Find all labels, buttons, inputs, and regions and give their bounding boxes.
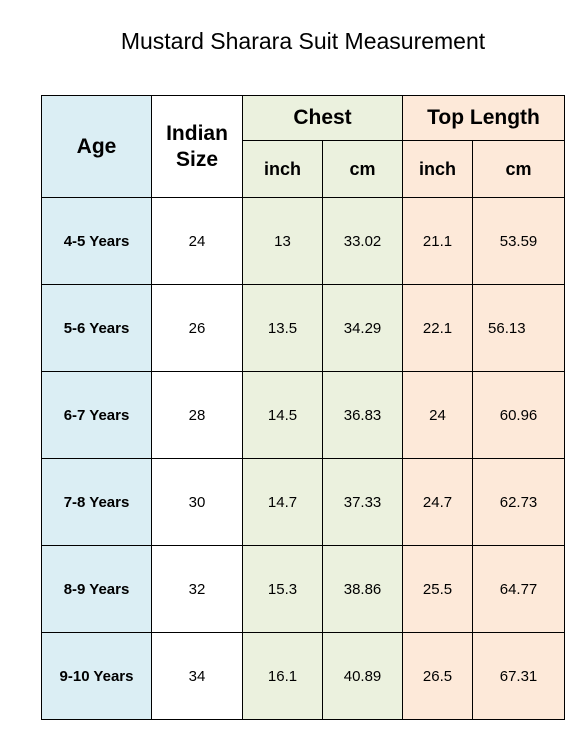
top-cm-cell: 62.73 (472, 458, 566, 546)
page-title: Mustard Sharara Suit Measurement (120, 28, 486, 54)
top-inch-cell: 24.7 (402, 458, 474, 546)
top-cm-cell: 60.96 (472, 371, 566, 459)
chest-inch-cell: 15.3 (242, 545, 323, 633)
chest-cm-cell: 40.89 (321, 632, 404, 720)
table-body: 4-5 Years 24 13 33.02 21.1 53.59 5-6 Yea… (41, 197, 566, 720)
header-age: Age (41, 95, 152, 198)
top-cm-cell: 53.59 (472, 197, 566, 285)
header-chest-inch: inch (242, 140, 323, 198)
age-cell: 5-6 Years (41, 284, 152, 372)
chest-cm-cell: 38.86 (321, 545, 404, 633)
size-cell: 24 (151, 197, 243, 285)
header-indian-size: Indian Size (151, 95, 243, 198)
top-cm-cell: 67.31 (472, 632, 566, 720)
chest-inch-cell: 14.5 (242, 371, 323, 459)
table-row: 9-10 Years 34 16.1 40.89 26.5 67.31 (41, 632, 566, 720)
chest-cm-cell: 37.33 (321, 458, 404, 546)
chest-cm-cell: 33.02 (321, 197, 404, 285)
header-indian-size-label: Indian Size (166, 121, 228, 171)
header-top-inch: inch (402, 140, 474, 198)
size-cell: 32 (151, 545, 243, 633)
header-top-length: Top Length (402, 95, 566, 141)
chest-inch-cell: 16.1 (242, 632, 323, 720)
table-row: 6-7 Years 28 14.5 36.83 24 60.96 (41, 371, 566, 459)
top-inch-cell: 24 (402, 371, 474, 459)
top-inch-cell: 21.1 (402, 197, 474, 285)
age-cell: 8-9 Years (41, 545, 152, 633)
chest-inch-cell: 13 (242, 197, 323, 285)
chest-cm-cell: 36.83 (321, 371, 404, 459)
age-cell: 6-7 Years (41, 371, 152, 459)
table-row: 8-9 Years 32 15.3 38.86 25.5 64.77 (41, 545, 566, 633)
size-chart-table: Age Indian Size Chest Top Length inch cm… (41, 95, 566, 720)
size-cell: 26 (151, 284, 243, 372)
table-row: 5-6 Years 26 13.5 34.29 22.1 56.13 (41, 284, 566, 372)
chest-cm-cell: 34.29 (321, 284, 404, 372)
top-cm-cell: 64.77 (472, 545, 566, 633)
header-chest: Chest (241, 95, 404, 141)
size-cell: 30 (151, 458, 243, 546)
header-top-cm: cm (472, 140, 566, 198)
top-inch-cell: 25.5 (402, 545, 474, 633)
size-cell: 28 (151, 371, 243, 459)
top-cm-cell: 56.13 (472, 284, 566, 372)
table-header: Age Indian Size Chest Top Length inch cm… (41, 95, 566, 198)
header-chest-cm: cm (321, 140, 404, 198)
size-cell: 34 (151, 632, 243, 720)
age-cell: 7-8 Years (41, 458, 152, 546)
table-row: 7-8 Years 30 14.7 37.33 24.7 62.73 (41, 458, 566, 546)
top-inch-cell: 26.5 (402, 632, 474, 720)
top-inch-cell: 22.1 (402, 284, 474, 372)
table-row: 4-5 Years 24 13 33.02 21.1 53.59 (41, 197, 566, 285)
age-cell: 4-5 Years (41, 197, 152, 285)
age-cell: 9-10 Years (41, 632, 152, 720)
chest-inch-cell: 13.5 (242, 284, 323, 372)
chest-inch-cell: 14.7 (242, 458, 323, 546)
